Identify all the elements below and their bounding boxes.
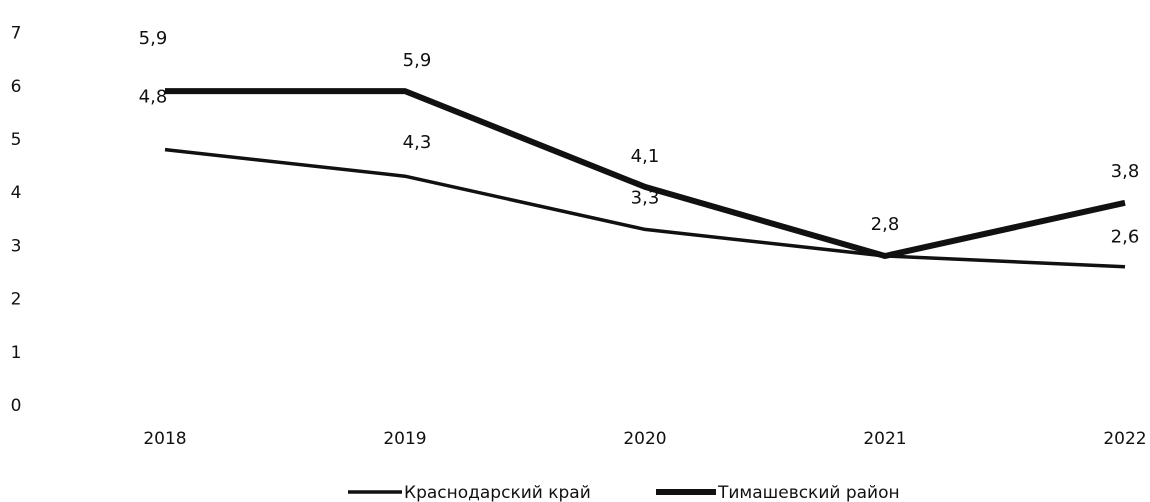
series-line-2 bbox=[165, 88, 1126, 259]
data-label: 2,8 bbox=[871, 214, 900, 235]
legend-label: Тимашевский район bbox=[717, 483, 900, 502]
legend: Краснодарский край Тимашевский район bbox=[348, 483, 900, 502]
y-tick-label: 2 bbox=[11, 290, 22, 310]
y-tick-label: 4 bbox=[11, 183, 22, 203]
y-tick-label: 0 bbox=[11, 396, 22, 416]
legend-item: Краснодарский край bbox=[348, 483, 591, 502]
data-label: 4,3 bbox=[403, 132, 432, 153]
data-label: 4,1 bbox=[631, 146, 660, 167]
y-tick-label: 3 bbox=[11, 236, 22, 256]
x-tick-label: 2022 bbox=[1103, 429, 1146, 449]
y-tick-label: 1 bbox=[11, 343, 22, 363]
series-lines bbox=[164, 88, 1126, 269]
x-tick-label: 2021 bbox=[863, 429, 906, 449]
x-tick-label: 2018 bbox=[143, 429, 186, 449]
y-tick-label: 6 bbox=[11, 77, 22, 97]
data-label: 5,9 bbox=[403, 50, 432, 71]
data-label: 4,8 bbox=[139, 87, 168, 108]
y-tick-label: 5 bbox=[11, 130, 22, 150]
x-axis: 2018 2019 2020 2021 2022 bbox=[143, 429, 1146, 449]
data-label: 5,9 bbox=[139, 28, 168, 49]
y-tick-label: 7 bbox=[11, 24, 22, 44]
data-label: 3,8 bbox=[1111, 161, 1140, 182]
x-tick-label: 2020 bbox=[623, 429, 666, 449]
legend-label: Краснодарский край bbox=[404, 483, 591, 502]
legend-item: Тимашевский район bbox=[656, 483, 900, 502]
y-axis: 0 1 2 3 4 5 6 7 bbox=[11, 24, 22, 416]
data-label: 2,6 bbox=[1111, 227, 1140, 248]
series-line-1 bbox=[164, 147, 1126, 269]
data-label: 3,3 bbox=[631, 187, 660, 208]
data-labels: 4,8 4,3 3,3 2,8 2,6 5,9 5,9 4,1 3,8 bbox=[139, 28, 1140, 248]
x-tick-label: 2019 bbox=[383, 429, 426, 449]
